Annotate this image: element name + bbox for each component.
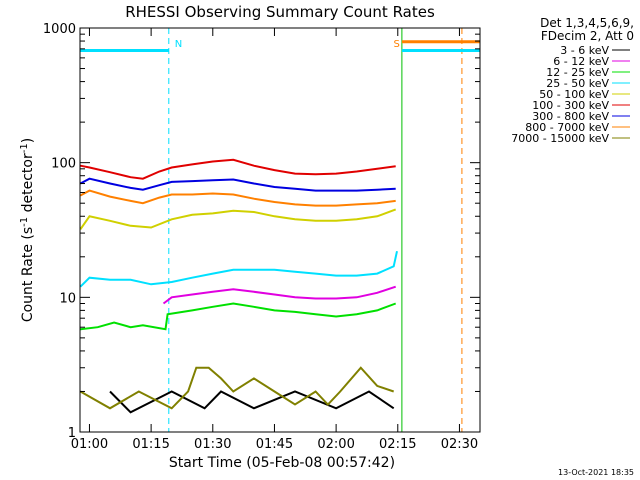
x-tick-label-3: 01:45 [256, 437, 293, 452]
series-line-7 [79, 189, 396, 207]
x-axis-label: Start Time (05-Feb-08 00:57:42) [169, 455, 395, 471]
y-axis-label: Count Rate (s-1 detector-1) [19, 138, 36, 322]
legend: Det 1,3,4,5,6,9, FDecim 2, Att 0 3 - 6 k… [511, 16, 634, 145]
annotation-N: N [175, 39, 182, 50]
x-tick-label-5: 02:15 [379, 437, 416, 452]
y-axis-label-mid: detector [20, 153, 36, 217]
legend-header-line-2: FDecim 2, Att 0 [541, 29, 634, 43]
x-tick-label-2: 01:30 [194, 437, 231, 452]
x-tick-label-4: 02:00 [317, 437, 354, 452]
legend-label-4: 50 - 100 keV [539, 88, 609, 101]
y-axis-label-end: ) [20, 138, 36, 143]
y-axis: 1 10 100 1000 [43, 22, 480, 441]
series-line-8 [79, 366, 395, 410]
series-line-5 [80, 158, 396, 180]
y-tick-label-1: 10 [59, 291, 76, 306]
x-tick-label-0: 01:00 [71, 437, 108, 452]
legend-label-7: 800 - 7000 keV [525, 121, 609, 134]
legend-label-0: 3 - 6 keV [560, 44, 609, 57]
x-axis: 01:00 01:15 01:30 01:45 02:00 02:15 02:30 [71, 28, 478, 452]
legend-label-5: 100 - 300 keV [532, 99, 609, 112]
legend-label-2: 12 - 25 keV [546, 66, 609, 79]
y-axis-label-sup2: -1 [19, 143, 30, 153]
chart-title: RHESSI Observing Summary Count Rates [125, 3, 435, 21]
series-line-6 [79, 177, 396, 192]
y-axis-label-start: Count Rate (s [20, 227, 36, 322]
y-tick-label-3: 1000 [43, 22, 76, 37]
series-line-2 [80, 302, 397, 331]
series-line-0 [109, 390, 395, 414]
generation-timestamp: 13-Oct-2021 18:35 [558, 468, 634, 477]
annotation-S: S [394, 39, 400, 50]
x-tick-label-6: 02:30 [441, 437, 478, 452]
series-line-3 [79, 250, 398, 288]
plot-frame [79, 27, 481, 433]
y-tick-label-2: 100 [51, 157, 76, 172]
series-line-4 [79, 208, 397, 230]
legend-header-line-1: Det 1,3,4,5,6,9, [540, 16, 634, 30]
legend-label-3: 25 - 50 keV [546, 77, 609, 90]
legend-label-8: 7000 - 15000 keV [511, 132, 609, 145]
x-tick-label-1: 01:15 [132, 437, 169, 452]
series-line-1 [162, 285, 397, 305]
y-axis-label-sup1: -1 [19, 217, 30, 227]
y-tick-label-0: 1 [68, 426, 76, 441]
legend-label-1: 6 - 12 keV [553, 55, 609, 68]
legend-label-6: 300 - 800 keV [532, 110, 609, 123]
